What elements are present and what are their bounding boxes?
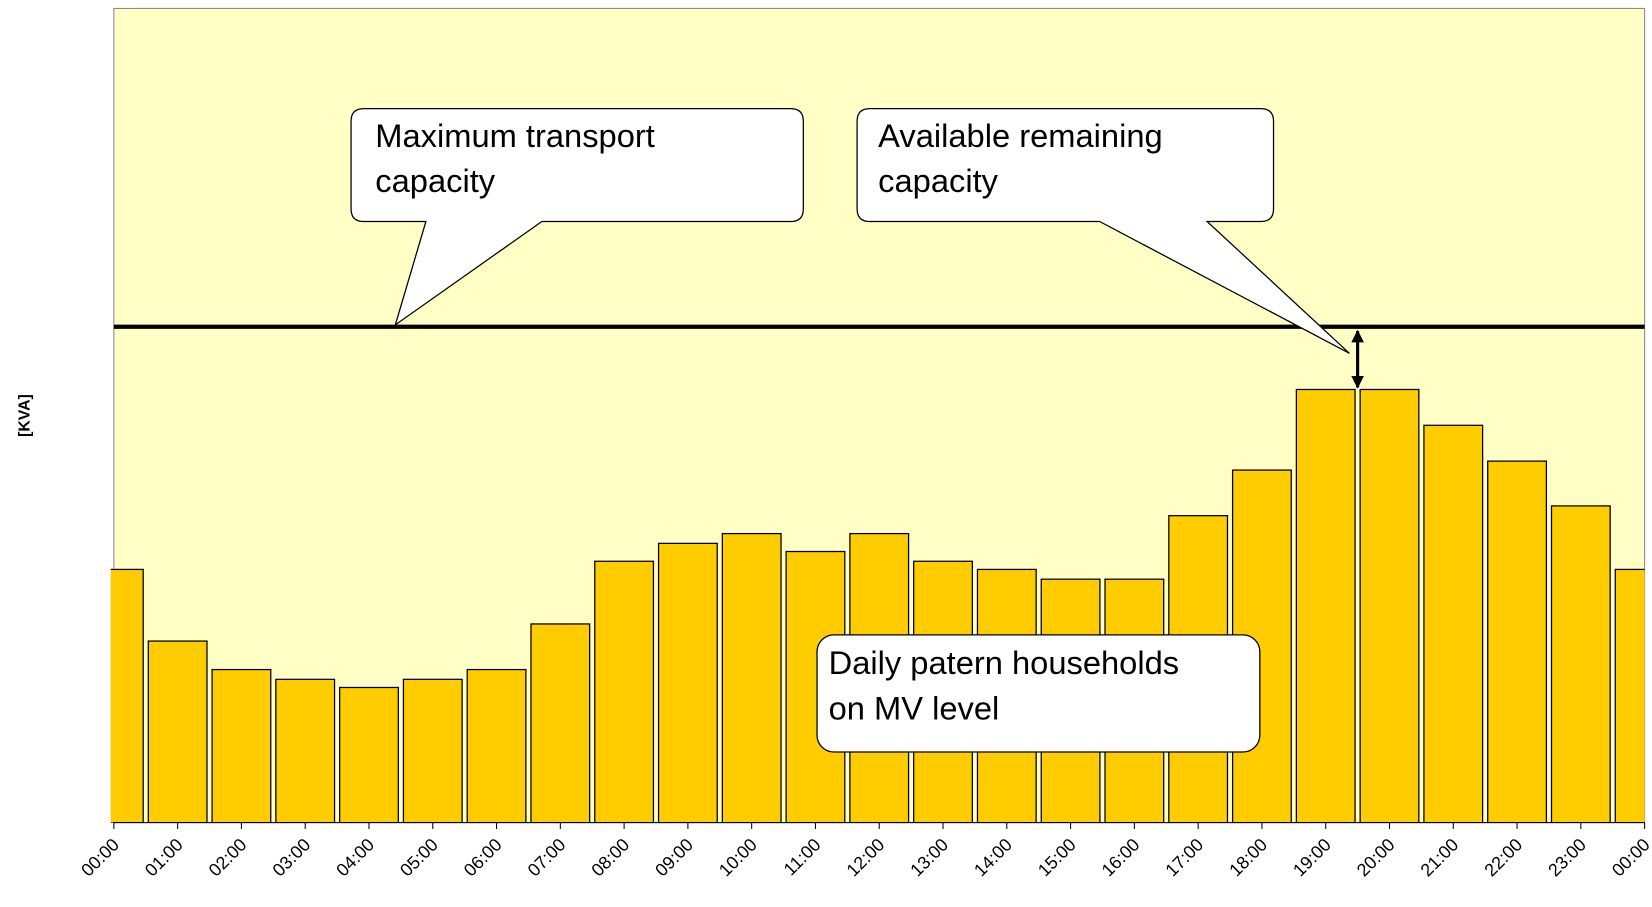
bar — [530, 623, 591, 823]
x-tick-label: 02:00 — [205, 834, 251, 880]
x-tick-label: 16:00 — [1098, 834, 1144, 880]
callout-box — [856, 107, 1350, 354]
x-tick-label: 23:00 — [1544, 834, 1590, 880]
bar — [721, 532, 782, 823]
bar — [211, 668, 272, 823]
bar — [466, 668, 527, 823]
bar — [402, 678, 463, 823]
bar — [147, 640, 208, 823]
x-tick-label: 12:00 — [843, 834, 889, 880]
bar — [657, 542, 718, 823]
x-tick-label: 18:00 — [1225, 834, 1271, 880]
x-tick-label: 00:00 — [77, 834, 123, 880]
x-tick-label: 00:00 — [1608, 834, 1652, 880]
callout-box — [350, 107, 804, 327]
bar — [1487, 460, 1548, 823]
bar — [339, 686, 399, 823]
bar — [1423, 424, 1484, 823]
bar — [1295, 388, 1356, 823]
overlay — [113, 324, 1645, 389]
x-tick-label: 10:00 — [715, 834, 761, 880]
bar — [1614, 568, 1645, 823]
x-tick-label: 17:00 — [1161, 834, 1207, 880]
bar — [110, 568, 144, 823]
bar — [1359, 388, 1420, 823]
x-tick-label: 07:00 — [524, 834, 570, 880]
x-tick-label: 04:00 — [332, 834, 378, 880]
bars — [110, 388, 1645, 823]
callout-text: Maximum transport — [375, 117, 655, 154]
callout-text: capacity — [375, 162, 495, 199]
bar — [1550, 505, 1611, 823]
x-tick-label: 14:00 — [970, 834, 1016, 880]
x-tick-label: 08:00 — [587, 834, 633, 880]
x-tick-label: 22:00 — [1480, 834, 1526, 880]
x-tick-label: 09:00 — [651, 834, 697, 880]
x-tick-label: 01:00 — [141, 834, 187, 880]
callout-text: on MV level — [829, 689, 1000, 726]
callout-text: Available remaining — [878, 117, 1162, 154]
bar — [594, 560, 655, 823]
x-tick-label: 15:00 — [1034, 834, 1080, 880]
x-tick-label: 05:00 — [396, 834, 442, 880]
x-tick-label: 06:00 — [460, 834, 506, 880]
x-tick-label: 03:00 — [269, 834, 315, 880]
y-axis-label: [KVA] — [17, 394, 34, 437]
callout-text: capacity — [878, 162, 998, 199]
callout-box — [816, 634, 1261, 753]
x-tick-label: 21:00 — [1417, 834, 1463, 880]
x-tick-label: 11:00 — [780, 834, 825, 879]
callout-text: Daily patern households — [829, 644, 1179, 681]
x-tick-label: 13:00 — [906, 834, 952, 880]
bar — [275, 678, 336, 823]
x-tick-label: 19:00 — [1289, 834, 1335, 880]
x-tick-label: 20:00 — [1353, 834, 1399, 880]
